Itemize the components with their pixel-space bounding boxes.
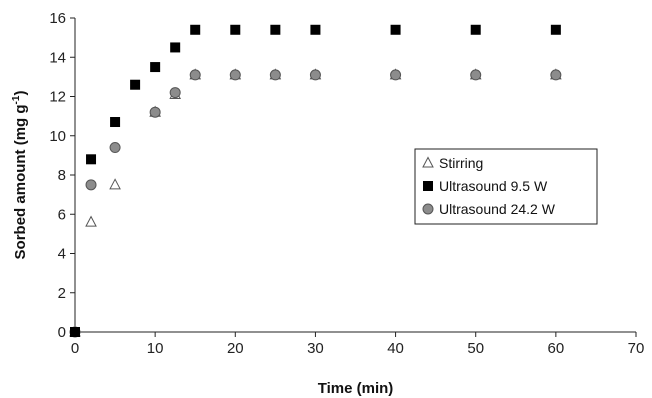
data-point-ultrasound-9-5-w [150,62,161,73]
legend-marker-ultrasound-24-2-w [422,203,434,215]
y-axis-title-main: Sorbed amount (mg g [12,104,29,259]
legend-label-ultrasound-24-2-w: Ultrasound 24.2 W [439,201,556,217]
data-point-stirring [109,178,121,190]
y-tick-label: 14 [49,49,66,66]
legend-marker-stirring [422,156,434,168]
y-tick-label: 10 [49,128,66,145]
data-point-ultrasound-9-5-w [470,24,481,35]
data-point-ultrasound-24-2-w [169,87,181,99]
x-tick-label: 40 [387,340,404,357]
data-point-ultrasound-24-2-w [550,69,562,81]
data-point-ultrasound-9-5-w [70,327,80,337]
legend-label-stirring: Stirring [439,155,483,171]
x-axis-ticks: 0 10 20 30 40 50 60 70 [71,332,645,357]
legend-label-ultrasound-9-5-w: Ultrasound 9.5 W [439,178,548,194]
y-axis-title: Sorbed amount (mg g-1) [11,91,29,260]
y-tick-label: 6 [58,206,66,223]
y-tick-label: 2 [58,285,66,302]
data-point-ultrasound-9-5-w [170,42,181,53]
legend-box [414,148,598,225]
data-point-ultrasound-9-5-w [550,24,561,35]
legend-marker-ultrasound-9-5-w [423,181,433,191]
legend-items: Stirring Ultrasound 9.5 W Ultrasound 24.2 … [422,155,556,217]
data-point-ultrasound-9-5-w [86,154,97,165]
x-tick-label: 50 [467,340,484,357]
data-point-stirring [85,215,97,227]
x-tick-label: 0 [71,340,79,357]
y-tick-label: 12 [49,89,66,106]
data-point-ultrasound-9-5-w [190,24,201,35]
y-tick-label: 16 [49,10,66,27]
data-points [69,24,562,338]
data-point-ultrasound-24-2-w [470,69,482,81]
y-axis-title-superscript: -1 [11,95,22,104]
y-tick-label: 0 [58,324,66,341]
x-tick-label: 30 [307,340,324,357]
data-point-ultrasound-24-2-w [189,69,201,81]
x-axis-title: Time (min) [318,380,394,397]
data-point-ultrasound-24-2-w [85,179,97,191]
x-tick-label: 20 [227,340,244,357]
data-point-ultrasound-9-5-w [390,24,401,35]
y-tick-label: 8 [58,167,66,184]
data-point-ultrasound-9-5-w [310,24,321,35]
y-axis-title-close: ) [12,91,29,96]
y-tick-label: 4 [58,246,66,263]
data-point-ultrasound-9-5-w [110,117,121,128]
x-tick-label: 60 [548,340,565,357]
data-point-ultrasound-9-5-w [230,24,241,35]
data-point-ultrasound-9-5-w [270,24,281,35]
x-tick-label: 10 [147,340,164,357]
data-point-ultrasound-24-2-w [390,69,402,81]
data-point-ultrasound-24-2-w [229,69,241,81]
data-point-ultrasound-24-2-w [309,69,321,81]
data-point-ultrasound-24-2-w [149,106,161,118]
legend: Stirring Ultrasound 9.5 W Ultrasound 24.2 … [414,148,598,225]
x-tick-label: 70 [628,340,645,357]
data-point-ultrasound-9-5-w [130,79,141,90]
data-point-ultrasound-24-2-w [269,69,281,81]
data-point-ultrasound-24-2-w [109,142,121,154]
y-axis-ticks: 0 2 4 6 8 10 12 14 16 [49,10,75,341]
